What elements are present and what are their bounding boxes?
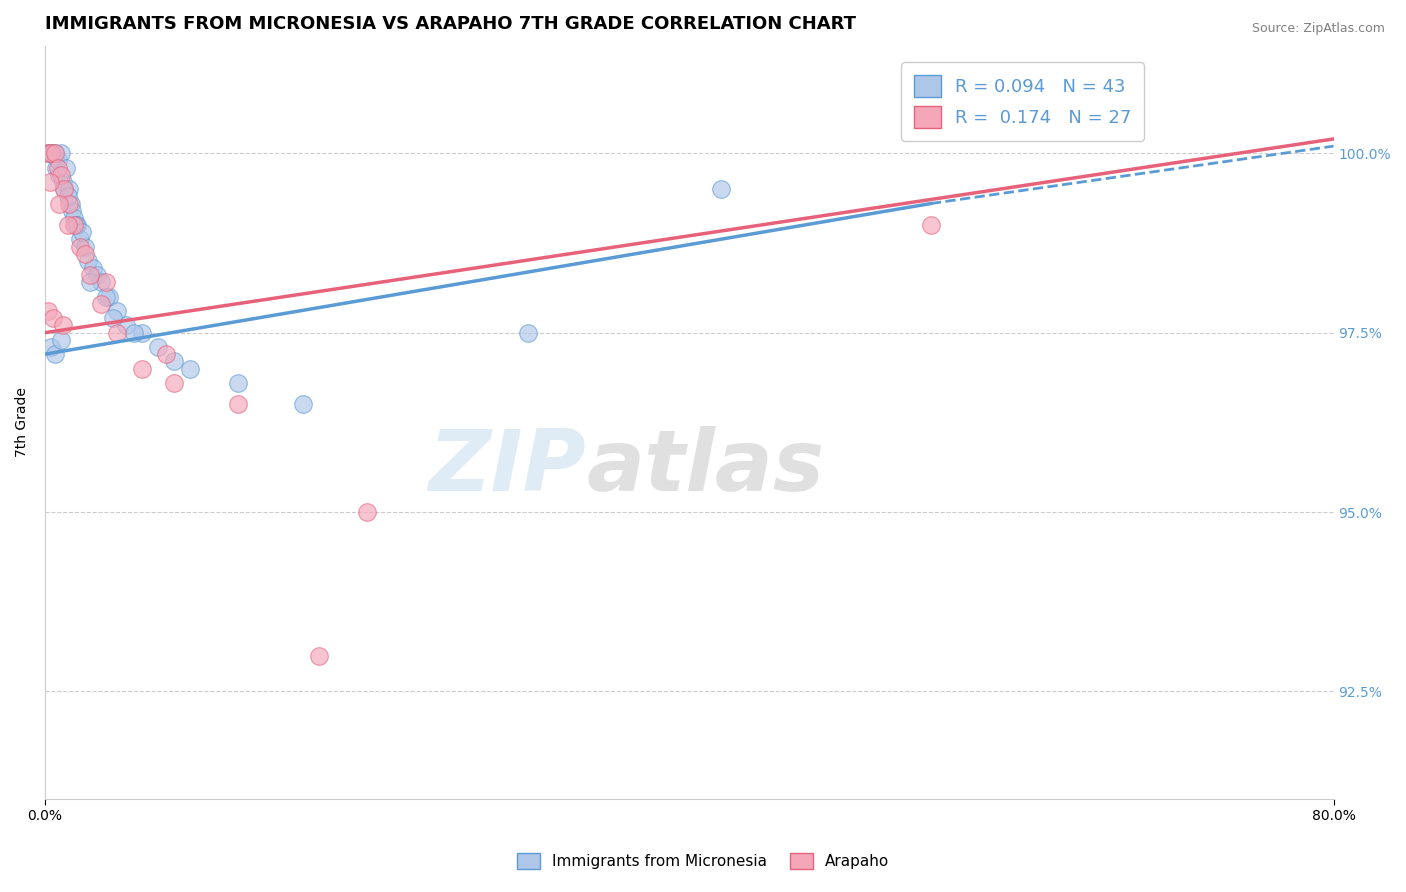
Point — [55, 161, 77, 175]
Point — [122, 326, 145, 340]
Point — [101, 311, 124, 326]
Point — [75, 239, 97, 253]
Point — [63, 218, 86, 232]
Point — [53, 182, 76, 196]
Point — [41, 340, 63, 354]
Point — [38, 175, 60, 189]
Point — [226, 397, 249, 411]
Point — [163, 376, 186, 390]
Point — [90, 276, 112, 290]
Point — [107, 326, 129, 340]
Point — [58, 196, 80, 211]
Point — [63, 211, 86, 225]
Point — [44, 347, 66, 361]
Point — [79, 268, 101, 283]
Point — [920, 218, 942, 232]
Point — [96, 290, 118, 304]
Point — [52, 175, 75, 189]
Point — [42, 311, 65, 326]
Point — [86, 268, 108, 283]
Text: atlas: atlas — [586, 426, 824, 509]
Legend: Immigrants from Micronesia, Arapaho: Immigrants from Micronesia, Arapaho — [510, 847, 896, 875]
Point — [41, 146, 63, 161]
Legend: R = 0.094   N = 43, R =  0.174   N = 27: R = 0.094 N = 43, R = 0.174 N = 27 — [901, 62, 1144, 141]
Text: ZIP: ZIP — [429, 426, 586, 509]
Point — [49, 146, 72, 161]
Point — [96, 276, 118, 290]
Point — [146, 340, 169, 354]
Point — [45, 161, 67, 175]
Point — [356, 505, 378, 519]
Point — [48, 168, 70, 182]
Text: IMMIGRANTS FROM MICRONESIA VS ARAPAHO 7TH GRADE CORRELATION CHART: IMMIGRANTS FROM MICRONESIA VS ARAPAHO 7T… — [45, 15, 856, 33]
Point — [44, 146, 66, 161]
Point — [65, 218, 87, 232]
Point — [291, 397, 314, 411]
Point — [163, 354, 186, 368]
Point — [53, 182, 76, 196]
Point — [44, 146, 66, 161]
Point — [46, 161, 69, 175]
Point — [114, 318, 136, 333]
Point — [90, 297, 112, 311]
Point — [226, 376, 249, 390]
Point — [131, 361, 153, 376]
Point — [48, 196, 70, 211]
Point — [37, 304, 59, 318]
Point — [59, 196, 82, 211]
Point — [155, 347, 177, 361]
Point — [308, 648, 330, 663]
Point — [710, 182, 733, 196]
Point — [79, 276, 101, 290]
Point — [49, 168, 72, 182]
Point — [58, 182, 80, 196]
Point — [46, 153, 69, 168]
Y-axis label: 7th Grade: 7th Grade — [15, 387, 30, 458]
Point — [66, 218, 89, 232]
Point — [56, 218, 79, 232]
Point — [52, 318, 75, 333]
Point — [98, 290, 121, 304]
Point — [131, 326, 153, 340]
Point — [38, 146, 60, 161]
Point — [77, 254, 100, 268]
Point — [69, 232, 91, 246]
Point — [56, 189, 79, 203]
Point — [70, 225, 93, 239]
Point — [75, 246, 97, 260]
Point — [179, 361, 201, 376]
Point — [82, 261, 104, 276]
Point — [69, 239, 91, 253]
Point — [37, 146, 59, 161]
Point — [60, 203, 83, 218]
Point — [37, 146, 59, 161]
Point — [42, 146, 65, 161]
Text: Source: ZipAtlas.com: Source: ZipAtlas.com — [1251, 22, 1385, 36]
Point — [49, 333, 72, 347]
Point — [107, 304, 129, 318]
Point — [517, 326, 540, 340]
